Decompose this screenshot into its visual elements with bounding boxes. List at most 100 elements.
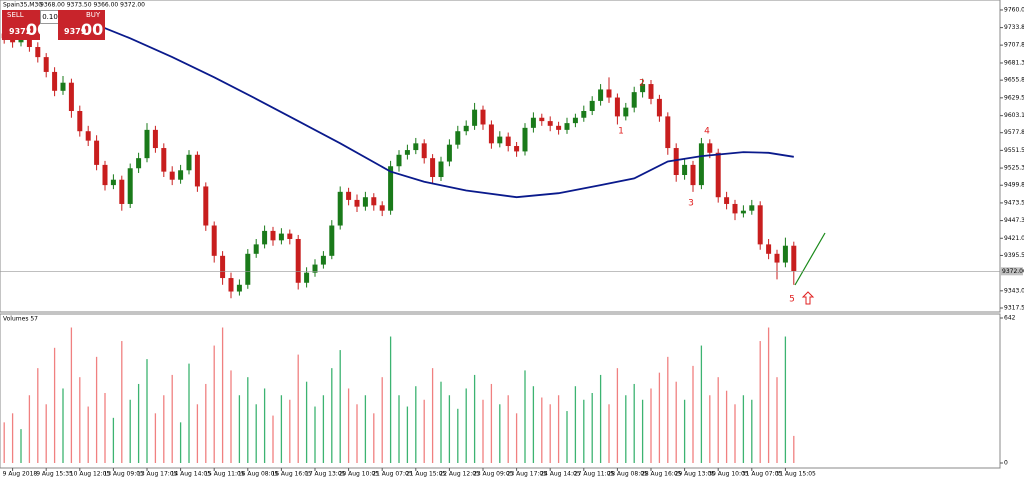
x-tick-label: 9 Aug 15:35 <box>36 471 73 478</box>
x-tick-label: 13 Aug 17:05 <box>137 471 178 478</box>
lot-field[interactable]: 0.10 <box>40 10 60 24</box>
x-tick-label: 23 Aug 17:05 <box>507 471 548 478</box>
trend-line <box>794 232 826 286</box>
up-arrow <box>801 291 815 305</box>
candle-body <box>690 164 696 186</box>
x-tick-label: 23 Aug 09:05 <box>473 471 514 478</box>
candle-body <box>774 253 780 263</box>
candle-body <box>522 127 528 152</box>
candle-body <box>245 253 251 285</box>
candle-body <box>396 154 402 167</box>
candle-body <box>152 129 158 149</box>
y-tick-label: 9733.80 <box>1004 24 1024 31</box>
candle-body <box>698 143 704 186</box>
candle-body <box>430 158 436 178</box>
y-tick-label: 9525.30 <box>1004 165 1024 172</box>
candle-body <box>623 107 629 117</box>
y-tick-label: 9681.30 <box>1004 59 1024 66</box>
x-tick-label: 20 Aug 10:05 <box>339 471 380 478</box>
candle-body <box>438 161 444 178</box>
candle-body <box>488 124 494 144</box>
x-tick-label: 22 Aug 12:05 <box>439 471 480 478</box>
candle-body <box>656 98 662 117</box>
candle-body <box>421 143 427 159</box>
candle-body <box>178 170 184 180</box>
candle-body <box>472 109 478 126</box>
candle-body <box>270 230 276 241</box>
wave-label: 3 <box>688 199 694 209</box>
candle-body <box>186 154 192 171</box>
candle-body <box>539 117 545 122</box>
x-tick-label: 13 Aug 09:05 <box>103 471 144 478</box>
candle-body <box>320 255 326 265</box>
candle-body <box>278 233 284 241</box>
price-frame <box>0 0 1001 313</box>
candle-body <box>631 92 637 108</box>
wave-label: 4 <box>704 127 710 137</box>
candle-body <box>740 210 746 214</box>
x-tick-label: 31 Aug 07:05 <box>742 471 783 478</box>
candle-body <box>136 158 142 169</box>
candle-body <box>665 116 671 149</box>
candle-body <box>236 284 242 292</box>
candle-body <box>547 121 553 126</box>
x-tick-label: 29 Aug 13:05 <box>675 471 716 478</box>
candle-body <box>766 244 772 254</box>
y-tick-label: 9473.55 <box>1004 199 1024 206</box>
candle-body <box>110 179 116 186</box>
x-tick-label: 24 Aug 14:05 <box>540 471 581 478</box>
candle-body <box>530 117 536 128</box>
x-tick-label: 30 Aug 10:05 <box>708 471 749 478</box>
y-tick-label: 9577.80 <box>1004 129 1024 136</box>
candle-body <box>144 129 150 159</box>
candle-body <box>371 197 377 206</box>
candle-body <box>648 84 654 99</box>
candle-body <box>413 143 419 151</box>
candle-body <box>404 150 410 155</box>
y-tick-label: 9499.80 <box>1004 182 1024 189</box>
x-tick-label: 15 Aug 11:05 <box>204 471 245 478</box>
candle-body <box>211 225 217 256</box>
x-tick-label: 27 Aug 11:05 <box>574 471 615 478</box>
candle-body <box>505 136 511 147</box>
candle-body <box>724 197 730 204</box>
candle-body <box>77 111 83 132</box>
candle-body <box>640 84 646 93</box>
sell-price: 9372 <box>9 27 32 36</box>
candle-body <box>388 166 394 211</box>
y-tick-label: 9395.55 <box>1004 252 1024 259</box>
candle-body <box>312 264 318 273</box>
candle-body <box>707 143 713 153</box>
candle-body <box>715 152 721 198</box>
candle-body <box>572 117 578 124</box>
candle-body <box>757 205 763 245</box>
candle-body <box>362 197 368 207</box>
wave-label: 5 <box>789 295 795 305</box>
x-tick-label: 10 Aug 12:05 <box>70 471 111 478</box>
candle-body <box>379 205 385 211</box>
sell-button[interactable]: SELL 9372 00 <box>2 10 48 40</box>
candle-body <box>514 146 520 152</box>
candle-body <box>287 233 293 239</box>
x-tick-label: 28 Aug 16:05 <box>641 471 682 478</box>
candle-body <box>732 203 738 214</box>
wave-label: 1 <box>618 127 624 137</box>
y-tick-label: 9655.80 <box>1004 77 1024 84</box>
x-tick-label: 14 Aug 14:05 <box>171 471 212 478</box>
candle-body <box>673 148 679 175</box>
candle-body <box>262 230 268 245</box>
candle-body <box>463 125 469 132</box>
candle-body <box>480 109 486 125</box>
buy-label: BUY <box>86 11 101 19</box>
candle-body <box>85 131 91 141</box>
candle-body <box>127 168 133 204</box>
volume-tick-label: 0 <box>1004 460 1008 467</box>
y-tick-label: 9707.80 <box>1004 42 1024 49</box>
candle-body <box>119 179 125 204</box>
buy-button[interactable]: BUY 9379 00 <box>58 10 105 40</box>
candle-body <box>749 205 755 211</box>
current-price-box <box>1000 267 1023 276</box>
symbol: Spain35,M30 <box>3 2 42 9</box>
